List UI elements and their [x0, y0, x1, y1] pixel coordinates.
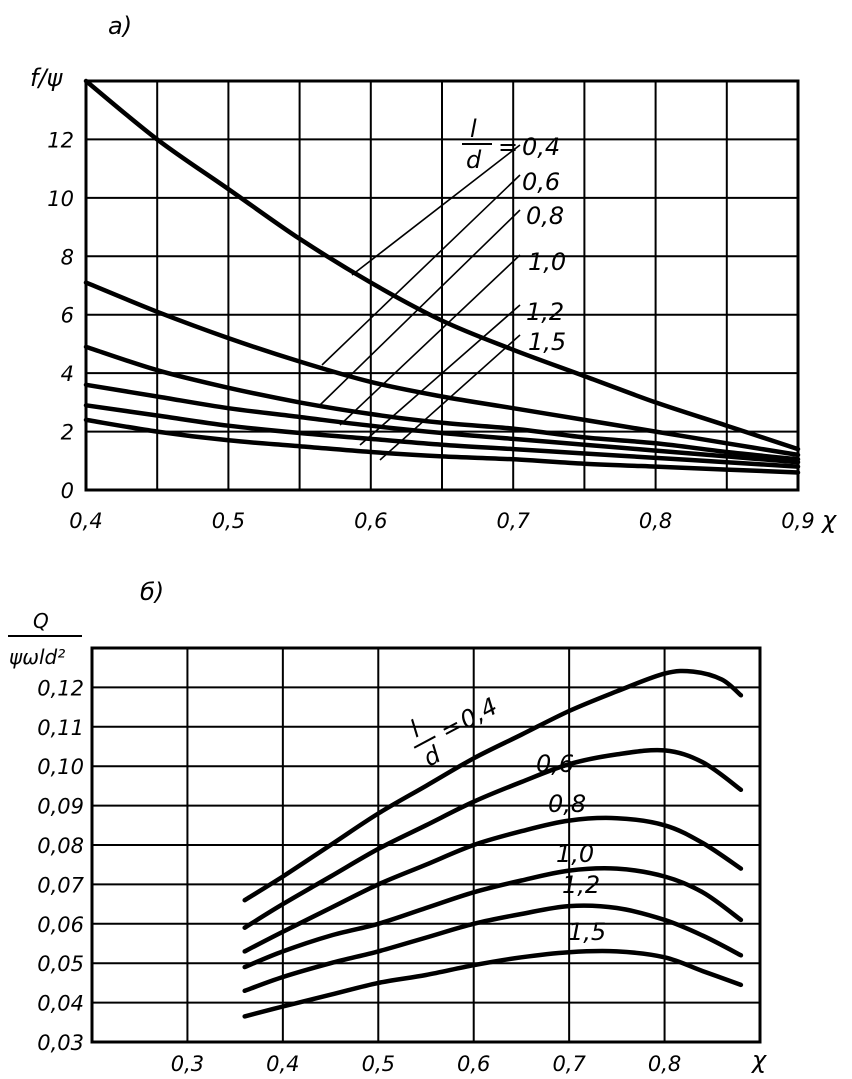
chart-a-label-leader-1	[321, 174, 521, 366]
chart-a-x-tick-label: 0,8	[639, 509, 672, 533]
chart-a-series-label-3: 1,0	[528, 248, 566, 276]
chart-a-plot-frame	[84, 79, 800, 492]
chart-b-y-tick-label: 0,06	[37, 913, 84, 937]
chart-a-y-axis-label: f/ψ	[30, 64, 64, 92]
chart-a-y-tick-label: 4	[61, 362, 74, 386]
chart-b-y-axis-label-denominator: ψωld²	[9, 645, 65, 669]
chart-a-x-tick-label: 0,6	[354, 509, 387, 533]
chart-b-series-label-3: 1,0	[556, 840, 594, 868]
chart-a-series-label-4: 1,2	[526, 298, 564, 326]
chart-a-panel-label: a)	[108, 12, 132, 40]
chart-b-series-line-0	[242, 668, 744, 903]
chart-a-y-tick-label: 10	[47, 187, 74, 211]
chart-a-x-tick-label: 0,4	[69, 509, 102, 533]
chart-a-series-label-0: 0,4	[522, 133, 560, 161]
chart-a-y-tick-label: 6	[61, 304, 74, 328]
chart-a-y-tick-label: 12	[47, 128, 74, 152]
chart-b-panel-label: б)	[140, 578, 164, 606]
chart-b-series-line-1	[242, 747, 744, 930]
chart-b-y-tick-label: 0,09	[37, 795, 84, 819]
chart-b-series-label-4: 1,2	[562, 871, 600, 899]
chart-b-x-tick-label: 0,8	[648, 1052, 681, 1076]
chart-a-series-line-1	[83, 280, 801, 458]
chart-b-y-tick-label: 0,03	[37, 1031, 84, 1055]
chart-a-label-leader-0	[351, 144, 521, 276]
chart-a-series-label-1: 0,6	[522, 168, 560, 196]
chart-a-series-line-0	[83, 78, 801, 452]
chart-b-y-tick-label: 0,10	[37, 755, 84, 779]
chart-b-y-tick-label: 0,04	[37, 992, 84, 1016]
chart-a-x-tick-label: 0,9	[781, 509, 814, 533]
chart-b-y-tick-label: 0,07	[37, 873, 84, 897]
chart-b-x-tick-label: 0,6	[457, 1052, 490, 1076]
chart-b-y-tick-label: 0,08	[37, 834, 84, 858]
chart-a-legend-ratio-numerator: l	[470, 115, 477, 143]
chart-a-series-line-4	[83, 403, 801, 469]
chart-b-legend-fraction-bar	[413, 735, 436, 749]
chart-a-y-tick-label: 8	[61, 245, 74, 269]
chart-a-series-line-2	[83, 344, 801, 462]
chart-b-series-line-3	[242, 866, 744, 970]
chart-a-series-label-2: 0,8	[526, 202, 564, 230]
chart-b: б) Q ψωld² χ 0,3 0,4 0,5 0,6 0,7 0,8 0,03 0,04…	[8, 578, 767, 1076]
chart-a-series-line-3	[83, 382, 801, 465]
chart-a-x-tick-label: 0,5	[212, 509, 245, 533]
chart-b-legend-ratio-numerator: l	[405, 715, 424, 743]
chart-a-y-tick-label: 0	[61, 479, 74, 503]
chart-b-series-line-5	[242, 948, 744, 1019]
chart-b-x-axis-label: χ	[750, 1046, 767, 1074]
chart-a-label-leader-3	[339, 254, 521, 426]
chart-b-series-label-1: 0,6	[536, 750, 574, 778]
chart-a-series-line-5	[83, 417, 801, 475]
chart-b-y-axis-label-numerator: Q	[33, 609, 49, 633]
chart-b-series-line-2	[242, 815, 744, 954]
chart-a-x-tick-label: 0,7	[496, 509, 530, 533]
chart-a-x-axis-label: χ	[820, 506, 837, 534]
chart-b-y-tick-label: 0,05	[37, 952, 84, 976]
chart-a-legend-ratio-denominator: d	[466, 146, 482, 174]
chart-b-x-tick-label: 0,5	[362, 1052, 395, 1076]
chart-a-series-label-5: 1,5	[528, 328, 566, 356]
chart-b-x-tick-label: 0,3	[171, 1052, 204, 1076]
chart-b-legend-ratio-denominator: d	[419, 740, 446, 772]
chart-a-y-tick-label: 2	[61, 421, 74, 445]
chart-b-x-tick-label: 0,7	[552, 1052, 586, 1076]
chart-b-series-line-4	[242, 903, 744, 994]
chart-b-series-label-5: 1,5	[568, 918, 606, 946]
chart-a-label-leader-4	[359, 304, 521, 446]
chart-b-y-tick-label: 0,11	[37, 716, 84, 740]
chart-b-series-label-2: 0,8	[548, 790, 586, 818]
chart-b-x-tick-label: 0,4	[266, 1052, 299, 1076]
chart-a-legend-equals: =	[498, 133, 518, 161]
chart-b-y-tick-label: 0,12	[37, 676, 84, 700]
chart-b-plot-frame	[90, 646, 762, 1044]
